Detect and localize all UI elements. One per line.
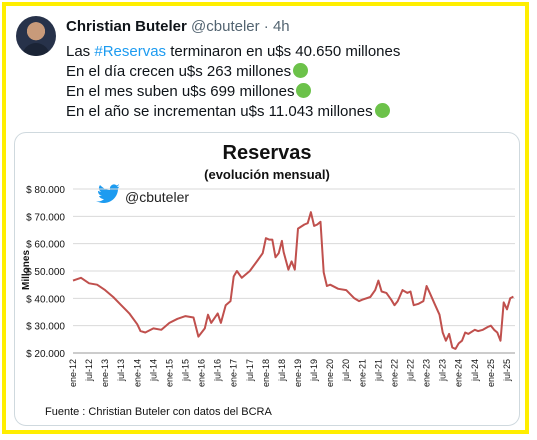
twitter-bird-icon bbox=[96, 184, 120, 203]
hashtag-link[interactable]: #Reservas bbox=[94, 43, 167, 60]
y-tick-label: $ 50.000 bbox=[26, 267, 65, 278]
chart-image-card[interactable]: Reservas (evolución mensual) Millones @c… bbox=[14, 132, 520, 426]
y-tick-labels: $ 20.000 $ 30.000 $ 40.000 $ 50.000 $ 60.000… bbox=[26, 185, 65, 360]
tweet-time[interactable]: 4h bbox=[272, 18, 290, 35]
tweet-frame: Christian Buteler @cbuteler · 4h Las #Re… bbox=[2, 2, 529, 434]
x-tick-label: ene-19 bbox=[293, 359, 303, 387]
tweet-line-text: En el mes suben u$s 699 millones bbox=[66, 83, 295, 100]
green-circle-icon bbox=[296, 83, 312, 98]
x-tick-label: jul-24 bbox=[470, 359, 480, 382]
x-tick-label: jul-12 bbox=[84, 359, 94, 382]
separator-dot: · bbox=[263, 18, 269, 35]
y-tick-label: $ 20.000 bbox=[26, 349, 65, 360]
x-tick-label: ene-16 bbox=[197, 359, 207, 387]
x-tick-label: ene-23 bbox=[422, 359, 432, 387]
tweet-line-text: Las bbox=[66, 43, 95, 60]
avatar[interactable] bbox=[16, 16, 56, 56]
x-tick-label: jul-16 bbox=[213, 359, 223, 382]
x-tick-label: jul-18 bbox=[277, 359, 287, 382]
green-circle-icon bbox=[374, 103, 390, 118]
x-tick-label: jul-14 bbox=[148, 359, 158, 382]
x-tick-label: ene-14 bbox=[132, 359, 142, 387]
y-tick-label: $ 70.000 bbox=[26, 212, 65, 223]
tweet-header: Christian Buteler @cbuteler · 4h bbox=[66, 18, 290, 35]
x-tick-label: ene-18 bbox=[261, 359, 271, 387]
series-line bbox=[72, 211, 514, 350]
x-tick-label: ene-15 bbox=[164, 359, 174, 387]
x-tick-label: jul-17 bbox=[245, 359, 255, 382]
x-tick-label: ene-21 bbox=[357, 359, 367, 387]
tweet-line: En el año se incrementan u$s 11.043 mill… bbox=[66, 102, 400, 122]
y-axis-label: Millones bbox=[21, 250, 32, 290]
tweet-line-text: terminaron en u$s 40.650 millones bbox=[166, 43, 401, 60]
x-tick-label: ene-20 bbox=[325, 359, 335, 387]
x-tick-label: jul-13 bbox=[116, 359, 126, 382]
twitter-watermark: @cbuteler bbox=[96, 184, 189, 205]
x-tick-label: ene-13 bbox=[100, 359, 110, 387]
tweet-line-text: En el día crecen u$s 263 millones bbox=[66, 63, 292, 80]
x-tick-label: ene-22 bbox=[389, 359, 399, 387]
x-tick-label: ene-24 bbox=[454, 359, 464, 387]
author-name[interactable]: Christian Buteler bbox=[66, 18, 187, 35]
chart-image: Reservas (evolución mensual) Millones @c… bbox=[17, 135, 517, 423]
tweet-line: Las #Reservas terminaron en u$s 40.650 m… bbox=[66, 42, 400, 62]
x-tick-label: ene-25 bbox=[486, 359, 496, 387]
x-tick-label: ene-12 bbox=[68, 359, 78, 387]
tweet-line: En el mes suben u$s 699 millones bbox=[66, 82, 400, 102]
x-tick-label: ene-17 bbox=[229, 359, 239, 387]
chart-subtitle: (evolución mensual) bbox=[204, 167, 330, 182]
tweet-line: En el día crecen u$s 263 millones bbox=[66, 62, 400, 82]
chart-source: Fuente : Christian Buteler con datos del… bbox=[45, 406, 273, 418]
x-tick-label: jul-21 bbox=[373, 359, 383, 382]
tweet-line-text: En el año se incrementan u$s 11.043 mill… bbox=[66, 103, 373, 120]
x-tick-labels: ene-12 jul-12 ene-13 jul-13 ene-14 jul-14 ene-… bbox=[68, 359, 512, 387]
y-tick-label: $ 40.000 bbox=[26, 294, 65, 305]
y-tick-label: $ 30.000 bbox=[26, 322, 65, 333]
x-tick-label: jul-23 bbox=[438, 359, 448, 382]
x-tick-label: jul-15 bbox=[181, 359, 191, 382]
green-circle-icon bbox=[293, 63, 309, 78]
x-tick-label: jul-19 bbox=[309, 359, 319, 382]
x-tick-label: jul-20 bbox=[341, 359, 351, 382]
x-tick-label: jul-22 bbox=[406, 359, 416, 382]
author-handle[interactable]: @cbuteler bbox=[191, 18, 260, 35]
tweet-text: Las #Reservas terminaron en u$s 40.650 m… bbox=[66, 42, 400, 122]
y-tick-label: $ 60.000 bbox=[26, 240, 65, 251]
series-line-path bbox=[72, 211, 514, 350]
chart-title: Reservas bbox=[223, 142, 312, 164]
watermark-handle: @cbuteler bbox=[125, 189, 189, 205]
x-tick-label: jul-25 bbox=[502, 359, 512, 382]
reservas-chart: Reservas (evolución mensual) Millones @c… bbox=[21, 142, 515, 418]
y-tick-label: $ 80.000 bbox=[26, 185, 65, 196]
